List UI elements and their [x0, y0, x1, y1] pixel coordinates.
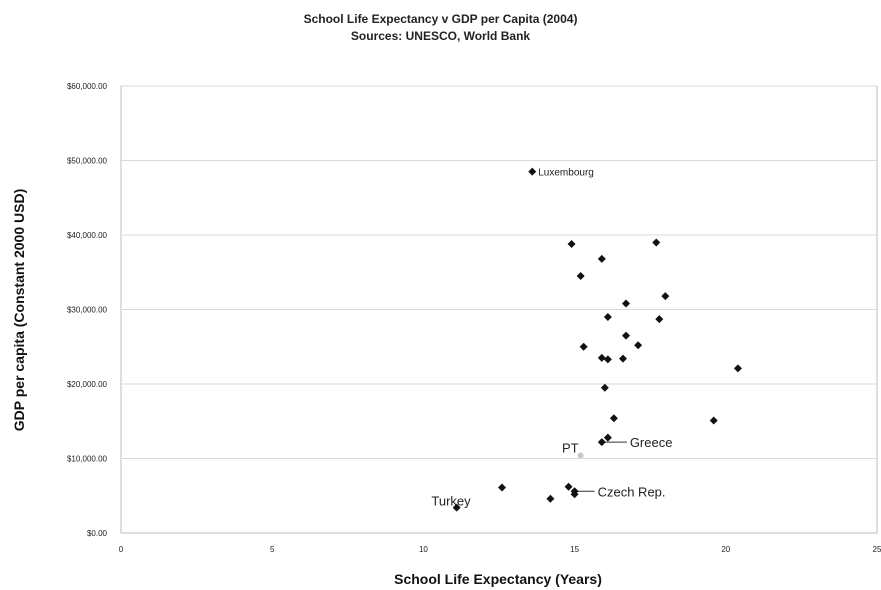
x-tick-label: 0	[119, 545, 124, 554]
data-point	[603, 355, 612, 364]
data-point	[564, 482, 573, 491]
point-layer	[452, 167, 742, 512]
data-point	[603, 312, 612, 321]
data-point	[634, 341, 643, 350]
x-axis-label: School Life Expectancy (Years)	[394, 571, 602, 587]
data-point	[498, 483, 507, 492]
point-label: Turkey	[431, 494, 471, 509]
point-label: Luxembourg	[538, 168, 594, 179]
data-point	[622, 331, 631, 340]
annotation-layer: Luxembourg Greece PT Czech Rep. Turkey	[431, 168, 672, 509]
y-tick-label: $40,000.00	[67, 231, 108, 240]
data-point	[576, 271, 585, 280]
x-tick-label: 25	[873, 545, 881, 554]
chart-subtitle: Sources: UNESCO, World Bank	[350, 29, 531, 43]
y-axis-label: GDP per capita (Constant 2000 USD)	[11, 189, 27, 431]
x-tick-label: 10	[419, 545, 428, 554]
data-point	[567, 239, 576, 248]
data-point	[709, 416, 718, 425]
y-tick-label: $10,000.00	[67, 455, 108, 464]
data-point	[528, 167, 537, 176]
y-tick-label: $0.00	[87, 529, 108, 538]
y-tick-label: $50,000.00	[67, 157, 108, 166]
x-tick-label: 15	[570, 545, 579, 554]
point-label: Czech Rep.	[598, 484, 666, 499]
data-point	[652, 238, 661, 247]
y-tick-label: $60,000.00	[67, 82, 108, 91]
data-point	[579, 342, 588, 351]
y-tick-labels: $0.00 $10,000.00 $20,000.00 $30,000.00 $40,0…	[67, 82, 108, 538]
data-point	[603, 433, 612, 442]
data-point	[733, 364, 742, 373]
data-point	[609, 414, 618, 423]
point-label: Greece	[630, 435, 673, 450]
data-point	[452, 503, 461, 512]
x-tick-labels: 0 5 10 15 20 25	[119, 545, 881, 554]
grid-layer	[121, 85, 877, 459]
data-point	[622, 299, 631, 308]
x-tick-label: 5	[270, 545, 275, 554]
y-tick-label: $30,000.00	[67, 306, 108, 315]
data-point	[597, 353, 606, 362]
data-point	[577, 452, 584, 459]
data-point	[597, 438, 606, 447]
data-point	[597, 254, 606, 263]
point-label: PT	[562, 441, 579, 456]
data-point	[600, 383, 609, 392]
data-point	[655, 315, 664, 324]
data-point	[618, 354, 627, 363]
chart-title: School Life Expectancy v GDP per Capita …	[303, 12, 578, 26]
data-point	[661, 292, 670, 301]
data-point	[570, 490, 579, 499]
x-tick-label: 20	[721, 545, 730, 554]
data-point	[546, 494, 555, 503]
y-tick-label: $20,000.00	[67, 380, 108, 389]
